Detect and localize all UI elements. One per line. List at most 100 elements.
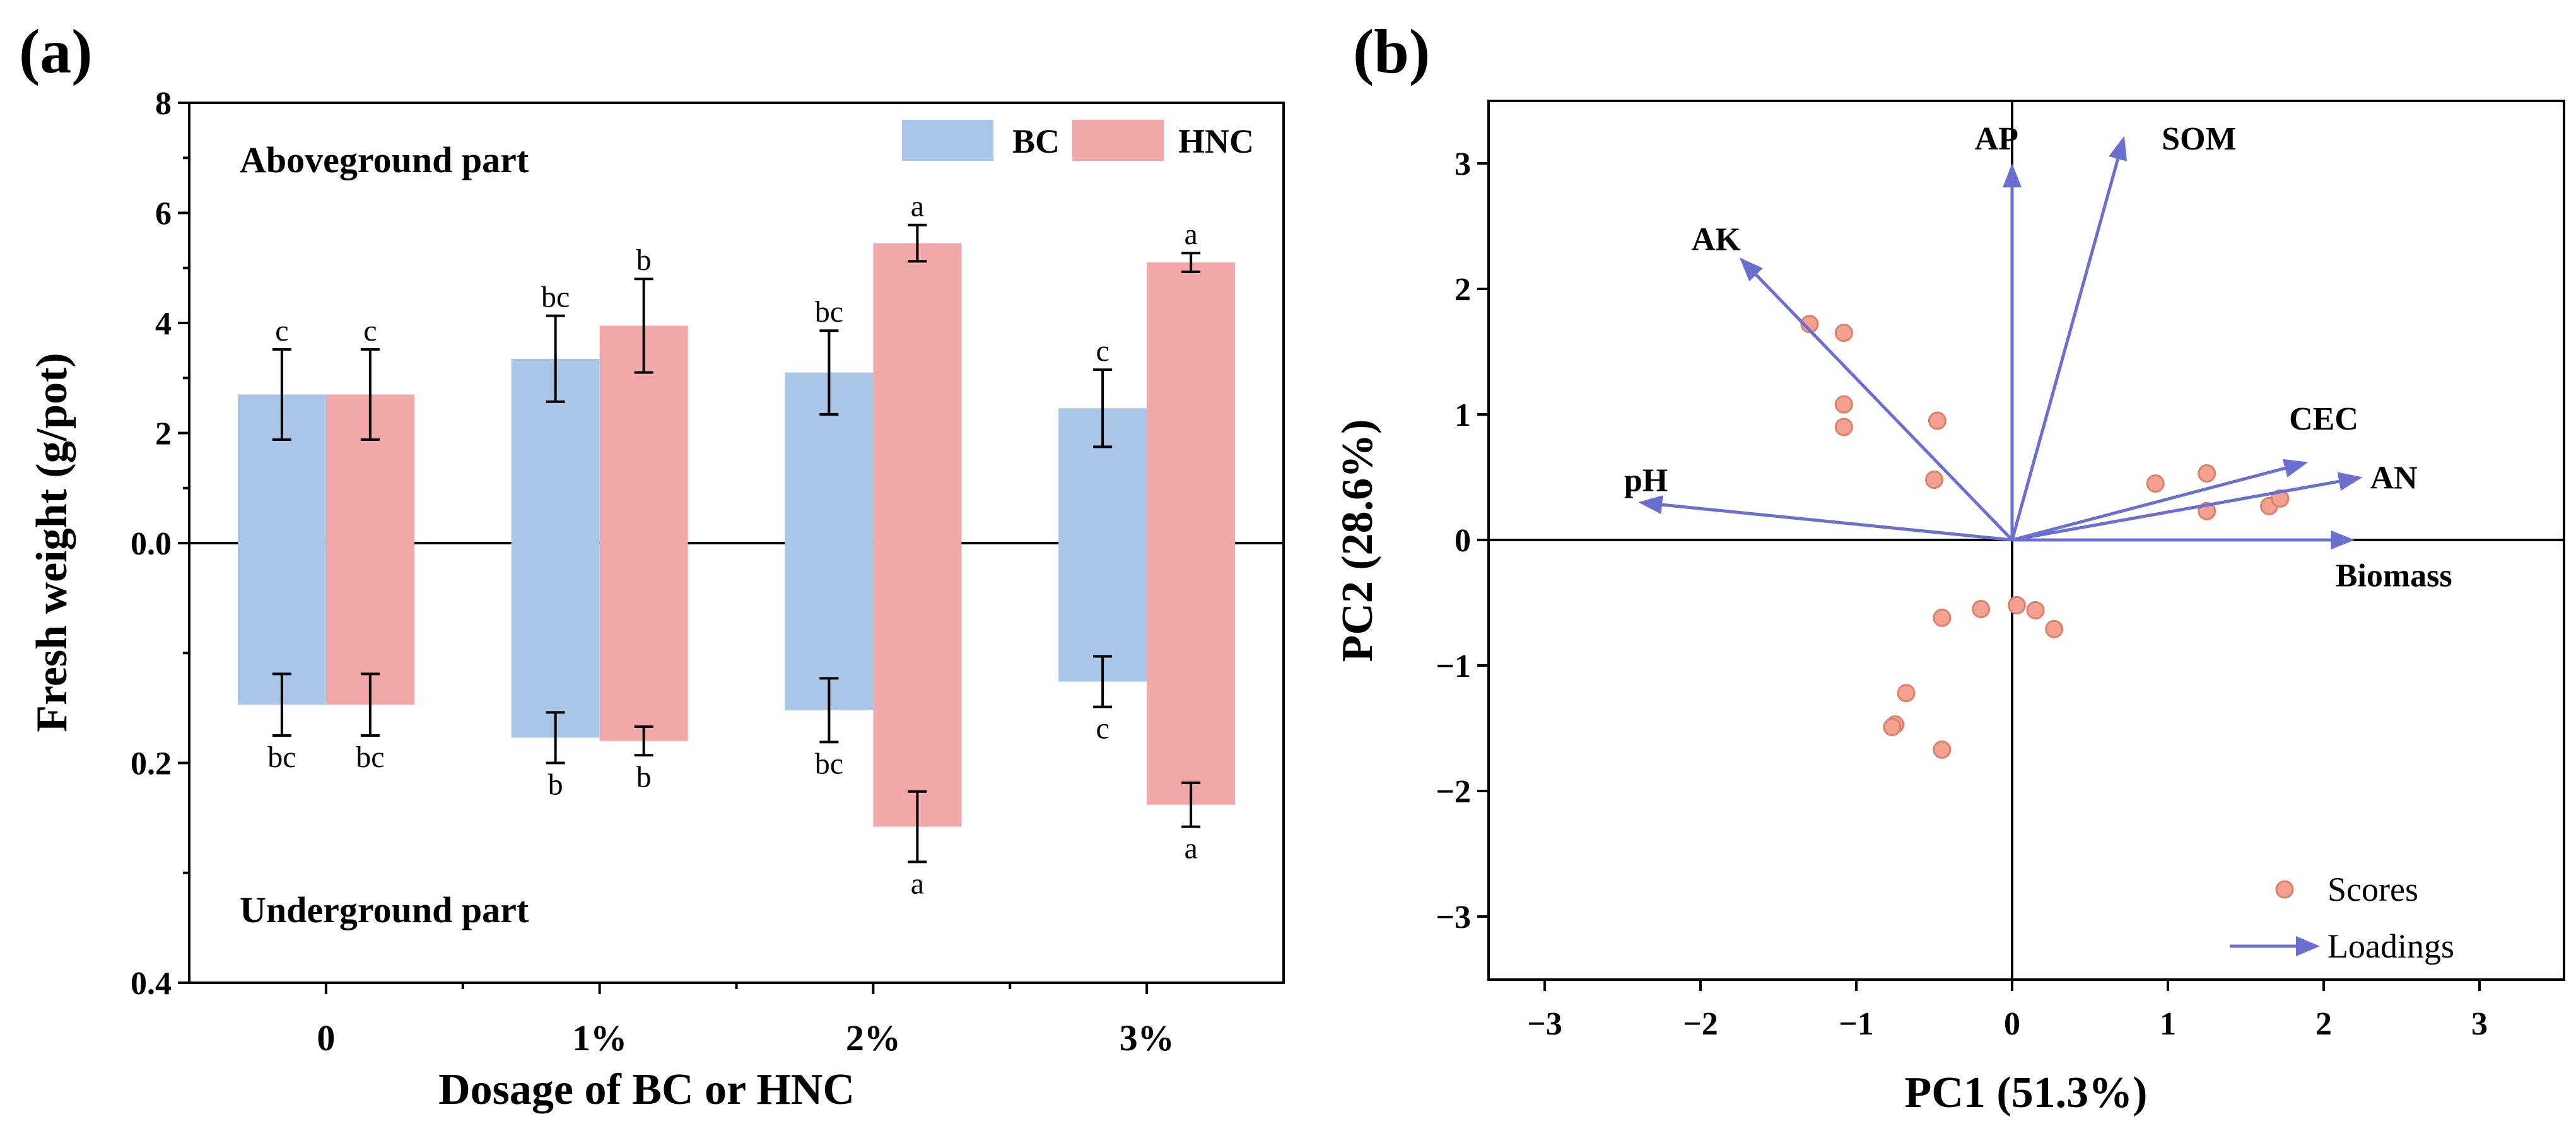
- bar-hnc-above: [873, 243, 962, 543]
- sig-letter-below: c: [1096, 712, 1109, 746]
- y-tick-label: −1: [1436, 648, 1471, 684]
- score-point: [2146, 474, 2165, 493]
- bar-hnc-above: [1147, 262, 1236, 543]
- loading-label-ph: pH: [1624, 462, 1668, 498]
- score-point: [1925, 470, 1943, 489]
- x-tick-label: 0: [317, 1017, 335, 1058]
- sig-letter-below: a: [911, 867, 924, 900]
- under-ground-label: Underground part: [240, 889, 529, 930]
- loading-arrowhead-ak: [1739, 257, 1763, 282]
- y-tick-label: 1: [1455, 397, 1471, 433]
- panel-b-pca-biplot: −3 −2 −1 0 1 2 3 −3 −2 −1 0 1 2 3 AP SOM AK CEC AN pH Bioma…: [1333, 100, 2565, 1117]
- loading-label-an: AN: [2370, 460, 2418, 496]
- bar-bc-below: [511, 543, 600, 738]
- y-tick-label: −3: [1436, 900, 1471, 935]
- sig-letter-below: bc: [356, 741, 384, 774]
- sig-letter-above: bc: [815, 295, 843, 329]
- loading-arrowhead-som: [2109, 136, 2128, 161]
- sig-letter-above: c: [275, 314, 288, 348]
- panel-a-bar-chart: c bc c bc bc b b b bc bc a a c c a a 0.0 2 4 6 8 0.2 0.4 0 1% 2%…: [28, 86, 1285, 1114]
- loading-label-ak: AK: [1692, 221, 1742, 257]
- y-tick-label: 0: [1455, 523, 1471, 559]
- sig-letter-above: b: [636, 243, 652, 277]
- score-point: [1933, 740, 1952, 759]
- x-tick-label: 1%: [572, 1017, 627, 1058]
- sig-letter-below: bc: [815, 747, 843, 780]
- y-tick-label-upper: 4: [155, 306, 172, 342]
- loading-arrow-ak: [1755, 273, 2013, 541]
- score-point: [2045, 619, 2064, 638]
- y-tick-label: 3: [1455, 146, 1471, 182]
- panel-b-x-axis-title: PC1 (51.3%): [1905, 1069, 2148, 1117]
- legend-scores-marker: [2275, 880, 2294, 899]
- sig-letter-above: bc: [541, 281, 570, 314]
- panel-b-y-axis-title: PC2 (28.6%): [1333, 419, 1382, 662]
- bar-hnc-below: [873, 543, 962, 827]
- y-tick-label-lower: 0.2: [131, 746, 172, 782]
- loading-arrow-som: [2010, 158, 2120, 541]
- panel-b-ticks: −3 −2 −1 0 1 2 3 −3 −2 −1 0 1 2 3: [1436, 146, 2488, 1042]
- loading-label-biomass: Biomass: [2336, 558, 2452, 594]
- y-tick-label: 2: [1455, 272, 1471, 308]
- panel-a-x-axis-title: Dosage of BC or HNC: [438, 1065, 855, 1114]
- score-point: [1897, 684, 1916, 703]
- panel-a-y-axis-title: Fresh weight (g/pot): [28, 353, 76, 732]
- score-point: [2007, 595, 2026, 614]
- x-tick-label: 0: [2004, 1006, 2020, 1042]
- x-tick-label: −3: [1527, 1006, 1562, 1042]
- score-point: [2026, 601, 2045, 619]
- loading-arrow-an: [2011, 479, 2339, 542]
- sig-letter-above: a: [1184, 218, 1197, 251]
- sig-letter-above: c: [1096, 334, 1109, 368]
- score-point: [1834, 324, 1853, 343]
- sig-letter-above: a: [911, 190, 924, 223]
- sig-letter-below: b: [636, 760, 652, 794]
- sig-letter-above: c: [363, 314, 377, 348]
- loading-arrow-ph: [1661, 503, 2013, 542]
- sig-letter-below: bc: [267, 741, 296, 774]
- x-tick-label: 3: [2471, 1006, 2488, 1042]
- loading-arrowhead-an: [2337, 472, 2363, 491]
- legend-label-loadings: Loadings: [2327, 927, 2454, 965]
- panel-b-scores: [1800, 315, 2290, 759]
- sig-letter-below: b: [548, 768, 563, 802]
- x-tick-label: −1: [1839, 1006, 1874, 1042]
- score-point: [1972, 599, 1991, 618]
- panel-b-legend: Scores Loadings: [2230, 870, 2454, 965]
- y-tick-label-upper: 0.0: [131, 526, 172, 562]
- y-tick-label: −2: [1436, 774, 1471, 810]
- loading-arrowhead-biomass: [2331, 530, 2355, 549]
- legend-label-bc: BC: [1012, 122, 1060, 160]
- panel-a-bars: c bc c bc bc b b b bc bc a a c c a a: [237, 190, 1236, 900]
- loading-arrowhead-ph: [1638, 495, 1663, 515]
- score-point: [1834, 418, 1853, 437]
- loading-label-ap: AP: [1975, 121, 2018, 157]
- panel-b-loadings: AP SOM AK CEC AN pH Biomass: [1624, 121, 2452, 594]
- loading-label-som: SOM: [2162, 121, 2236, 157]
- x-tick-label: 1: [2160, 1006, 2176, 1042]
- loading-arrow-cec: [2011, 466, 2286, 542]
- above-ground-label: Aboveground part: [240, 139, 529, 180]
- x-tick-label: 2%: [846, 1017, 901, 1058]
- score-point: [2271, 489, 2290, 508]
- legend-label-hnc: HNC: [1178, 122, 1254, 160]
- legend-swatch-bc: [902, 120, 993, 161]
- y-tick-label-upper: 6: [155, 196, 172, 232]
- score-point: [1928, 411, 1947, 430]
- x-tick-label: −2: [1683, 1006, 1718, 1042]
- x-tick-label: 2: [2315, 1006, 2332, 1042]
- panel-a-legend: BC HNC: [902, 120, 1254, 161]
- bar-hnc-below: [1147, 543, 1236, 805]
- score-point: [1883, 718, 1902, 737]
- y-tick-label-upper: 2: [155, 416, 172, 452]
- y-tick-label-lower: 0.4: [131, 966, 172, 1002]
- score-point: [1834, 395, 1853, 414]
- panel-a-label: (a): [19, 16, 93, 86]
- bar-hnc-below: [599, 543, 688, 741]
- legend-swatch-hnc: [1072, 120, 1164, 161]
- x-tick-label: 3%: [1120, 1017, 1174, 1058]
- panel-a-ticks: 0.0 2 4 6 8 0.2 0.4 0 1% 2% 3%: [131, 86, 1174, 1058]
- y-tick-label-upper: 8: [155, 86, 172, 122]
- score-point: [2198, 464, 2216, 483]
